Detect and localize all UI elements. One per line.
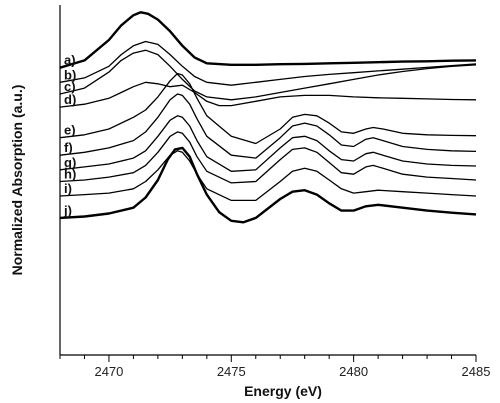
series-line-2 (59, 40, 477, 86)
y-axis-label: Normalized Absorption (a.u.) (9, 85, 25, 276)
series-line-8 (59, 131, 477, 184)
series-line-9 (59, 150, 477, 202)
series-line-10 (59, 146, 477, 224)
x-tick-label: 2475 (217, 364, 246, 379)
series-line-6 (59, 93, 477, 159)
series-label-2: b) (64, 67, 76, 82)
series-line-5 (59, 72, 477, 145)
series-label-5: e) (64, 123, 76, 138)
series-label-1: a) (64, 53, 76, 68)
series-labels: a)b)c)d) e) f)g)h)i) j) (63, 53, 76, 218)
series-label-10: j) (63, 203, 72, 218)
series-label-7: g) (64, 155, 76, 170)
series-label-6: f) (64, 140, 73, 155)
plot-area (59, 11, 477, 224)
series-label-4: d) (64, 92, 76, 107)
x-tick-label: 2485 (462, 364, 491, 379)
series-label-9: i) (64, 181, 72, 196)
x-axis-label: Energy (eV) (244, 383, 322, 399)
series-label-3: c) (64, 79, 76, 94)
x-tick-label: 2480 (339, 364, 368, 379)
series-line-7 (59, 115, 477, 172)
series-line-4 (59, 81, 477, 108)
series-line-3 (59, 49, 477, 101)
axes: 2470 2475 2480 2485 (59, 5, 491, 379)
series-line-1 (59, 11, 477, 69)
series-label-8: h) (64, 166, 76, 181)
x-tick-label: 2470 (94, 364, 123, 379)
